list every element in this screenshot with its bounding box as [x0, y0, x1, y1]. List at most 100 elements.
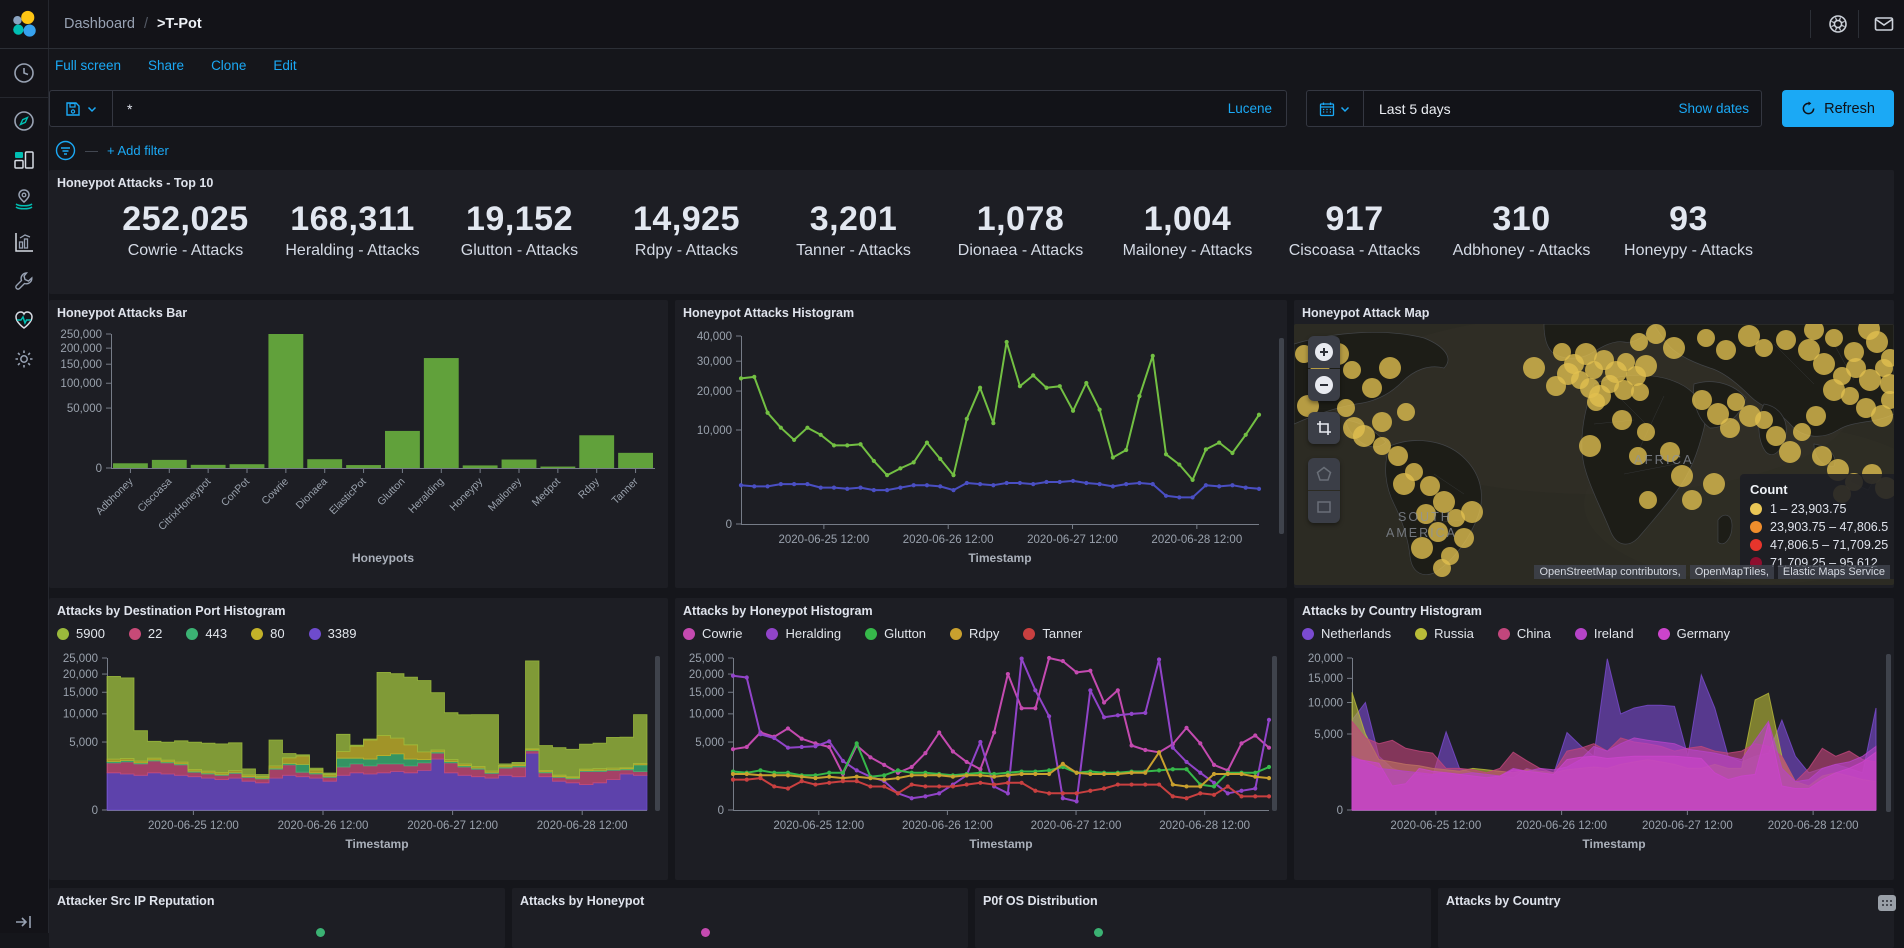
- legend-item-ireland[interactable]: Ireland: [1574, 626, 1634, 641]
- legend-item-rdpy[interactable]: Rdpy: [950, 626, 999, 641]
- map-zoom-in-button[interactable]: [1308, 336, 1340, 368]
- time-range-value[interactable]: Last 5 days: [1379, 100, 1451, 117]
- help-icon[interactable]: [1828, 14, 1848, 34]
- bar-Mailoney[interactable]: [501, 459, 537, 468]
- attack-location-dot[interactable]: [1523, 357, 1545, 379]
- discover-icon[interactable]: [12, 109, 36, 133]
- bar-Cowrie[interactable]: [268, 334, 304, 468]
- bar-Heralding[interactable]: [423, 358, 459, 468]
- visualize-icon[interactable]: [12, 230, 36, 254]
- date-quick-menu-button[interactable]: [1307, 91, 1364, 126]
- attack-location-dot[interactable]: [1433, 491, 1455, 513]
- attack-location-dot[interactable]: [1804, 324, 1824, 340]
- attack-location-dot[interactable]: [1343, 361, 1361, 379]
- attack-location-dot[interactable]: [1397, 403, 1415, 421]
- attack-location-dot[interactable]: [1416, 504, 1436, 524]
- legend-item-china[interactable]: China: [1497, 626, 1551, 641]
- legend-item-heralding[interactable]: Heralding: [766, 626, 841, 641]
- show-dates-link[interactable]: Show dates: [1678, 101, 1749, 116]
- attack-location-dot[interactable]: [1433, 559, 1451, 577]
- attack-location-dot[interactable]: [1755, 411, 1773, 429]
- maps-icon[interactable]: [12, 187, 36, 211]
- attack-location-dot[interactable]: [1793, 423, 1811, 441]
- attack-location-dot[interactable]: [1631, 383, 1649, 401]
- attack-location-dot[interactable]: [1844, 342, 1864, 362]
- attack-location-dot[interactable]: [1420, 476, 1440, 496]
- attack-location-dot[interactable]: [1841, 387, 1859, 405]
- breadcrumb-dashboard[interactable]: Dashboard: [64, 16, 135, 32]
- attack-location-dot[interactable]: [1646, 324, 1666, 344]
- legend-item-3389[interactable]: 3389: [308, 626, 356, 641]
- attack-location-dot[interactable]: [1461, 501, 1483, 523]
- attack-location-dot[interactable]: [1660, 442, 1680, 462]
- map-attribution-chip[interactable]: Elastic Maps Service: [1777, 565, 1890, 579]
- panel-title-attack-map[interactable]: Honeypot Attack Map: [1302, 306, 1430, 320]
- legend-item-443[interactable]: 443: [186, 626, 227, 641]
- monitoring-icon[interactable]: [12, 308, 36, 332]
- attack-location-dot[interactable]: [1856, 398, 1876, 418]
- add-filter-link[interactable]: + Add filter: [107, 143, 169, 158]
- attack-location-dot[interactable]: [1587, 393, 1605, 411]
- attack-location-dot[interactable]: [1447, 509, 1465, 527]
- attack-location-dot[interactable]: [1823, 379, 1845, 401]
- attack-location-dot[interactable]: [1428, 522, 1448, 542]
- attack-location-dot[interactable]: [1697, 329, 1715, 347]
- panel-title-attacks-by-honeypot[interactable]: Attacks by Honeypot: [520, 894, 645, 908]
- chart-scrollbar[interactable]: [1272, 656, 1277, 811]
- attack-location-dot[interactable]: [1637, 423, 1655, 441]
- bar-Rdpy[interactable]: [579, 435, 615, 468]
- attack-location-dot[interactable]: [1755, 339, 1773, 357]
- attack-location-dot[interactable]: [1881, 391, 1894, 409]
- attack-location-dot[interactable]: [1612, 410, 1632, 430]
- attack-location-dot[interactable]: [1639, 491, 1657, 509]
- attack-location-dot[interactable]: [1373, 437, 1391, 455]
- query-input[interactable]: *: [127, 100, 133, 117]
- attack-location-dot[interactable]: [1880, 374, 1894, 394]
- attack-location-dot[interactable]: [1614, 380, 1634, 400]
- attack-location-dot[interactable]: [1629, 447, 1647, 465]
- attack-location-dot[interactable]: [1343, 417, 1365, 439]
- attack-location-dot[interactable]: [1671, 465, 1693, 487]
- attack-location-dot[interactable]: [1813, 353, 1835, 375]
- attack-location-dot[interactable]: [1858, 324, 1880, 340]
- filter-icon[interactable]: [55, 140, 76, 161]
- bar-ConPot[interactable]: [229, 464, 265, 468]
- recently-viewed-icon[interactable]: [12, 61, 36, 85]
- chart-scrollbar[interactable]: [655, 656, 660, 811]
- bar-Adbhoney[interactable]: [113, 463, 148, 468]
- legend-item-germany[interactable]: Germany: [1657, 626, 1730, 641]
- attack-location-dot[interactable]: [1776, 330, 1796, 350]
- map-draw-rect-button[interactable]: [1308, 491, 1340, 523]
- attack-location-dot[interactable]: [1553, 343, 1571, 361]
- attack-location-dot[interactable]: [1798, 339, 1820, 361]
- attack-location-dot[interactable]: [1727, 393, 1745, 411]
- dev-tools-icon[interactable]: [12, 269, 36, 293]
- attack-location-dot[interactable]: [1692, 390, 1712, 410]
- legend-item-80[interactable]: 80: [251, 626, 285, 641]
- attack-location-dot[interactable]: [1859, 369, 1881, 391]
- attack-location-dot[interactable]: [1393, 473, 1415, 495]
- bar-Ciscoasa[interactable]: [151, 459, 187, 468]
- legend-item-tanner[interactable]: Tanner: [1023, 626, 1082, 641]
- attack-location-dot[interactable]: [1707, 403, 1729, 425]
- mail-icon[interactable]: [1874, 14, 1894, 34]
- query-language-toggle[interactable]: Lucene: [1227, 101, 1272, 116]
- attack-location-dot[interactable]: [1825, 329, 1843, 347]
- panel-title-attacks-bar[interactable]: Honeypot Attacks Bar: [57, 306, 188, 320]
- panel-title-src-ip-reputation[interactable]: Attacker Src IP Reputation: [57, 894, 215, 908]
- elastic-logo[interactable]: [0, 0, 49, 48]
- bar-Glutton[interactable]: [385, 430, 420, 468]
- attack-location-dot[interactable]: [1362, 378, 1382, 398]
- clone-link[interactable]: Clone: [211, 58, 247, 73]
- attack-location-dot[interactable]: [1575, 343, 1597, 365]
- attack-location-dot[interactable]: [1682, 490, 1702, 510]
- bar-Dionaea[interactable]: [307, 459, 343, 468]
- legend-item-5900[interactable]: 5900: [57, 626, 105, 641]
- refresh-button[interactable]: Refresh: [1782, 90, 1894, 127]
- attack-location-dot[interactable]: [1663, 337, 1685, 359]
- bar-Tanner[interactable]: [618, 452, 653, 468]
- date-picker[interactable]: Last 5 days Show dates: [1306, 90, 1762, 127]
- map-attribution-chip[interactable]: OpenStreetMap contributors,: [1534, 565, 1686, 579]
- panel-title-honeypot-histogram[interactable]: Attacks by Honeypot Histogram: [683, 604, 873, 618]
- map-zoom-out-button[interactable]: [1308, 369, 1340, 401]
